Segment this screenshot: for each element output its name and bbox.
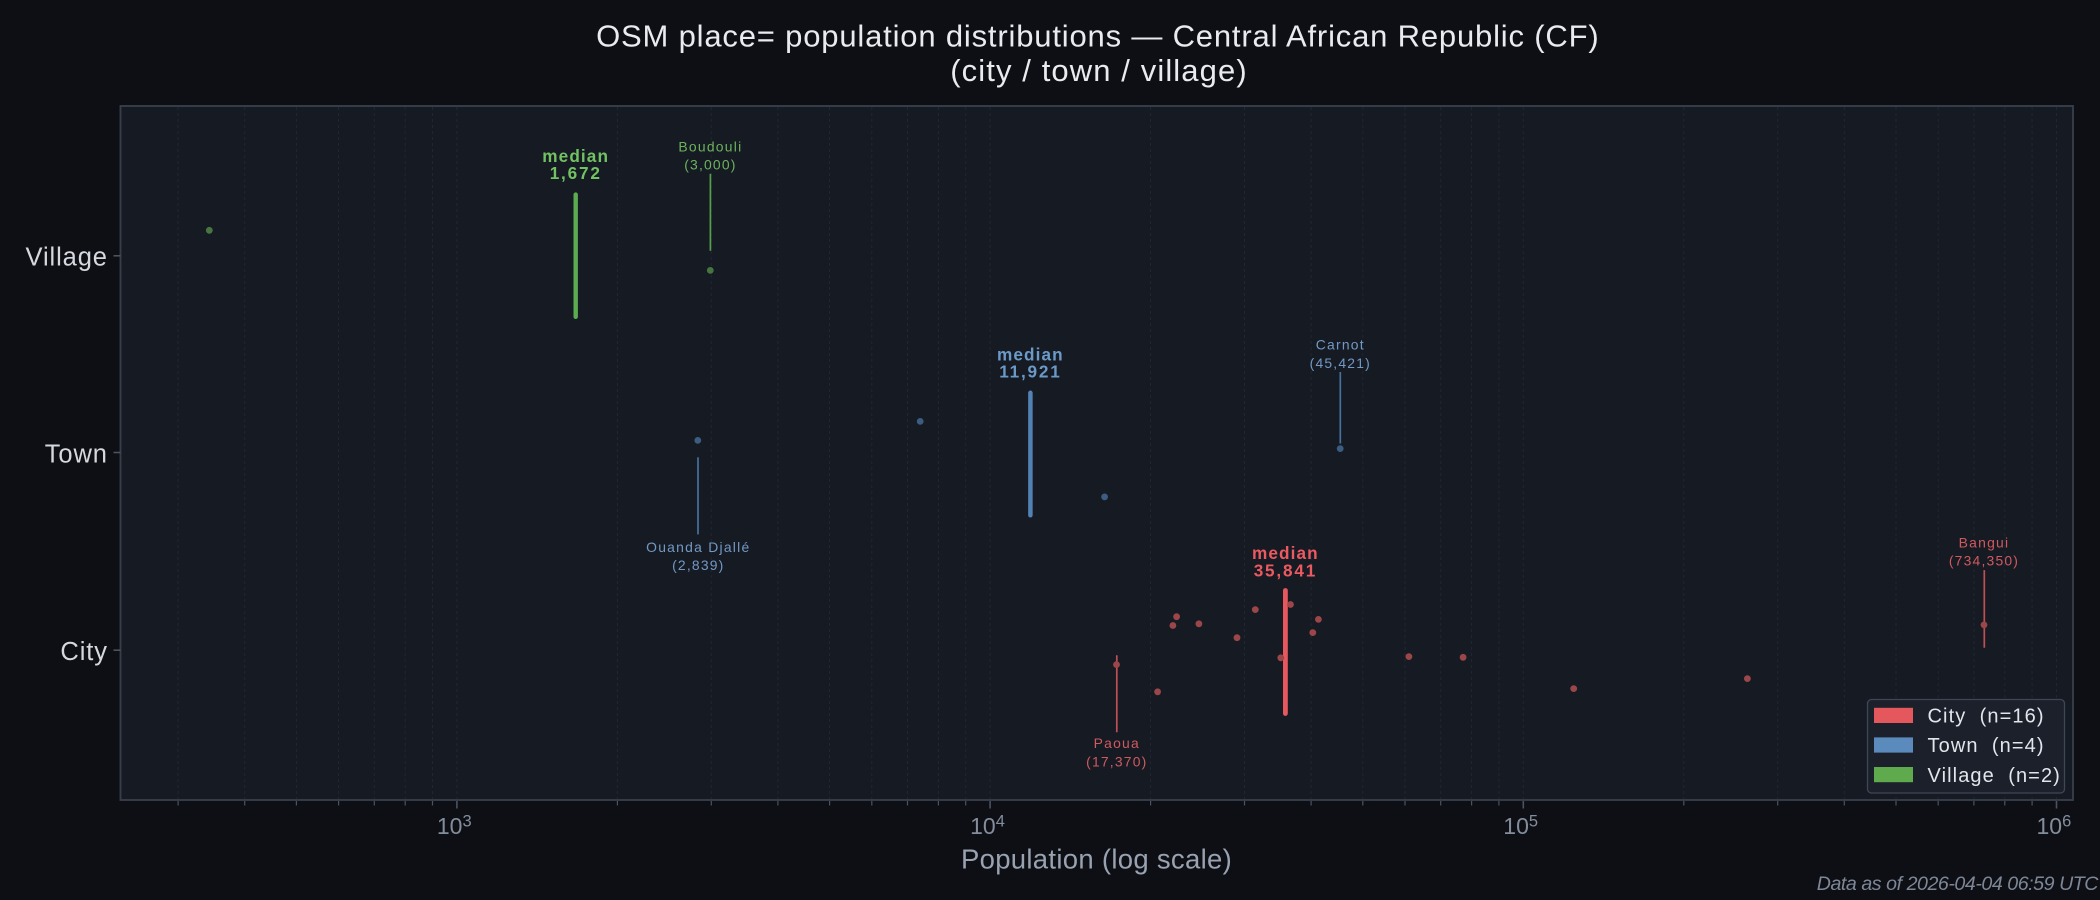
svg-text:median: median xyxy=(1252,543,1319,563)
svg-text:OSM place= population distribu: OSM place= population distributions — Ce… xyxy=(596,18,1599,53)
svg-text:City (n=16): City (n=16) xyxy=(1928,705,2045,727)
svg-text:Paoua: Paoua xyxy=(1094,735,1140,751)
svg-text:(2,839): (2,839) xyxy=(672,557,724,573)
svg-text:Carnot: Carnot xyxy=(1316,337,1365,353)
svg-text:Population (log scale): Population (log scale) xyxy=(961,843,1232,874)
svg-text:(17,370): (17,370) xyxy=(1086,753,1147,769)
svg-text:35,841: 35,841 xyxy=(1254,561,1317,581)
svg-text:Data as of 2026-04-04 06:59 UT: Data as of 2026-04-04 06:59 UTC xyxy=(1817,873,2100,895)
svg-text:(734,350): (734,350) xyxy=(1949,553,2019,569)
svg-text:(city / town / village): (city / town / village) xyxy=(950,53,1248,88)
svg-text:Town (n=4): Town (n=4) xyxy=(1928,735,2045,757)
svg-text:Boudouli: Boudouli xyxy=(678,138,742,154)
svg-text:median: median xyxy=(542,146,609,166)
svg-text:Town: Town xyxy=(45,440,108,468)
svg-text:median: median xyxy=(997,345,1064,365)
svg-text:Ouanda Djallé: Ouanda Djallé xyxy=(646,539,750,555)
svg-text:(3,000): (3,000) xyxy=(684,156,736,172)
svg-text:City: City xyxy=(60,638,108,666)
svg-text:11,921: 11,921 xyxy=(999,362,1061,382)
svg-text:Bangui: Bangui xyxy=(1959,534,2010,550)
svg-text:Village (n=2): Village (n=2) xyxy=(1928,765,2061,787)
svg-text:(45,421): (45,421) xyxy=(1310,355,1371,371)
svg-text:Village: Village xyxy=(26,244,108,272)
svg-text:1,672: 1,672 xyxy=(550,163,602,183)
